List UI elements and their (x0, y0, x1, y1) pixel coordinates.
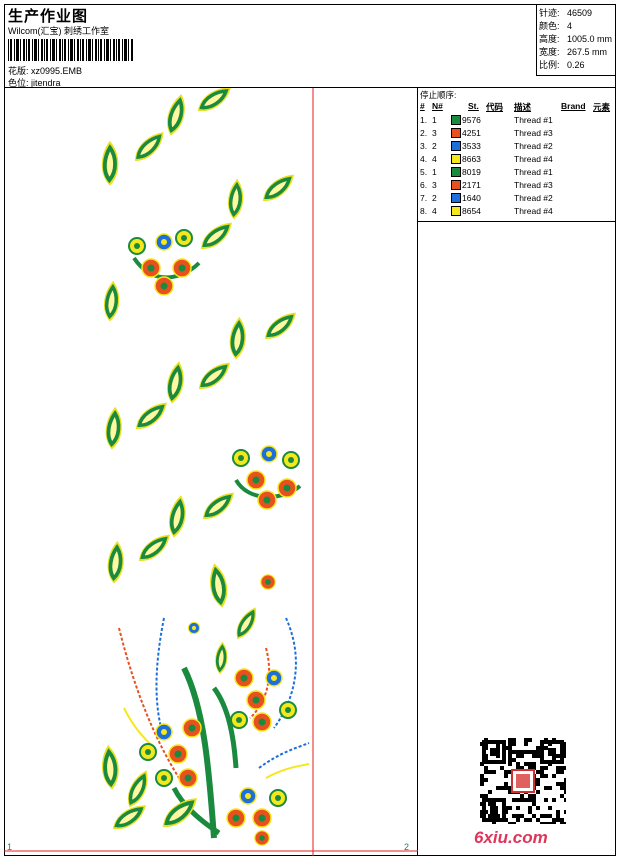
col-element: 元素 (593, 102, 611, 112)
row-description: Thread #2 (514, 193, 553, 203)
color-swatch (451, 167, 461, 177)
color-label: 色位: (8, 78, 29, 88)
company-name: Wilcom(汇宝) 刺绣工作室 (8, 26, 109, 36)
row-needle: 4 (432, 154, 437, 164)
flower-cluster-middle (232, 445, 302, 510)
page-title: 生产作业图 (8, 8, 89, 25)
header: 生产作业图 Wilcom(汇宝) 刺绣工作室 花版: xz0995.EMB 色位… (4, 4, 616, 88)
row-number: 3. (420, 141, 428, 151)
color-swatch (451, 115, 461, 125)
color-swatch (451, 154, 461, 164)
design-canvas[interactable]: 1 2 (4, 86, 418, 856)
col-stop: St. (468, 101, 479, 111)
row-number: 1. (420, 115, 428, 125)
color-row: 色位: jitendra (8, 76, 61, 89)
col-needle: N# (432, 101, 443, 111)
stats-panel: 针迹: 46509 颜色: 4 高度: 1005.0 mm 宽度: 267.5 mm 比… (536, 4, 616, 76)
corner-label-left: 1 (7, 842, 12, 852)
design-row: 花版: xz0995.EMB (8, 64, 82, 77)
row-code: 8654 (462, 206, 481, 216)
bouquet-bottom (93, 563, 310, 846)
row-number: 4. (420, 154, 428, 164)
row-needle: 2 (432, 193, 437, 203)
stop-sequence-title: 停止顺序: (420, 90, 457, 100)
color-swatch (451, 128, 461, 138)
row-description: Thread #3 (514, 128, 553, 138)
row-code: 3533 (462, 141, 481, 151)
stat-height: 高度: 1005.0 mm (539, 34, 613, 44)
col-number: # (420, 101, 425, 111)
table-row: 2. 3 4251 Thread #3 (418, 128, 616, 141)
row-description: Thread #4 (514, 206, 553, 216)
row-needle: 2 (432, 141, 437, 151)
table-row: 8. 4 8654 Thread #4 (418, 206, 616, 219)
row-code: 4251 (462, 128, 481, 138)
row-description: Thread #1 (514, 115, 553, 125)
corner-label-right: 2 (404, 842, 409, 852)
stat-stitches: 针迹: 46509 (539, 8, 593, 18)
color-value: jitendra (31, 78, 61, 88)
row-code: 2171 (462, 180, 481, 190)
stat-colors: 颜色: 4 (539, 21, 573, 31)
table-row: 7. 2 1640 Thread #2 (418, 193, 616, 206)
row-number: 7. (420, 193, 428, 203)
col-code: 代码 (486, 102, 504, 112)
row-code: 9576 (462, 115, 481, 125)
page-frame (4, 4, 616, 856)
color-swatch (451, 206, 461, 216)
row-needle: 3 (432, 128, 437, 138)
color-swatch (451, 141, 461, 151)
row-number: 6. (420, 180, 428, 190)
color-swatch (451, 180, 461, 190)
col-description: 描述 (514, 102, 532, 112)
row-description: Thread #1 (514, 167, 553, 177)
col-brand: Brand (561, 101, 586, 111)
embroidery-preview: 1 2 (4, 86, 418, 856)
design-value: xz0995.EMB (31, 66, 83, 76)
stop-sequence-panel: 停止顺序: # N# St. 代码 描述 Brand 元素 1. 1 9576 Thr… (418, 88, 616, 222)
table-row: 5. 1 8019 Thread #1 (418, 167, 616, 180)
row-number: 2. (420, 128, 428, 138)
color-swatch (451, 193, 461, 203)
design-label: 花版: (8, 66, 29, 76)
row-needle: 1 (432, 115, 437, 125)
row-description: Thread #2 (514, 141, 553, 151)
watermark-logo: 6xiu.com (474, 828, 548, 847)
flower-cluster-top (128, 229, 201, 296)
row-description: Thread #3 (514, 180, 553, 190)
row-needle: 4 (432, 206, 437, 216)
row-code: 8663 (462, 154, 481, 164)
stat-scale: 比例: 0.26 (539, 60, 585, 70)
table-row: 1. 1 9576 Thread #1 (418, 115, 616, 128)
table-row: 6. 3 2171 Thread #3 (418, 180, 616, 193)
row-needle: 3 (432, 180, 437, 190)
stat-width: 宽度: 267.5 mm (539, 47, 608, 57)
row-code: 8019 (462, 167, 481, 177)
row-number: 5. (420, 167, 428, 177)
row-code: 1640 (462, 193, 481, 203)
qr-code-icon (480, 738, 566, 824)
row-number: 8. (420, 206, 428, 216)
table-row: 3. 2 3533 Thread #2 (418, 141, 616, 154)
barcode-icon (8, 39, 133, 61)
row-needle: 1 (432, 167, 437, 177)
table-row: 4. 4 8663 Thread #4 (418, 154, 616, 167)
row-description: Thread #4 (514, 154, 553, 164)
